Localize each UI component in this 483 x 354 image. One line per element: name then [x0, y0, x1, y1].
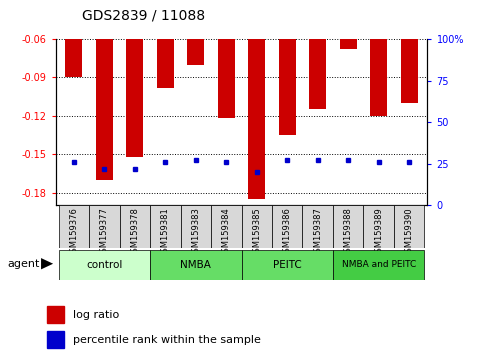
Bar — [89, 205, 120, 248]
Bar — [47, 331, 64, 348]
Text: GSM159378: GSM159378 — [130, 207, 139, 258]
Bar — [302, 205, 333, 248]
Text: GSM159390: GSM159390 — [405, 207, 413, 258]
Text: GSM159388: GSM159388 — [344, 207, 353, 258]
Bar — [242, 250, 333, 280]
Text: agent: agent — [7, 259, 40, 269]
Text: GDS2839 / 11088: GDS2839 / 11088 — [82, 9, 205, 23]
Text: log ratio: log ratio — [72, 310, 119, 320]
Polygon shape — [41, 258, 53, 269]
Bar — [279, 0, 296, 135]
Text: GSM159376: GSM159376 — [70, 207, 78, 258]
Bar — [309, 0, 326, 109]
Bar — [66, 0, 82, 77]
Text: PEITC: PEITC — [273, 259, 301, 270]
Bar — [401, 0, 417, 103]
Text: GSM159384: GSM159384 — [222, 207, 231, 258]
Text: GSM159389: GSM159389 — [374, 207, 383, 258]
Bar — [150, 250, 242, 280]
Text: NMBA: NMBA — [180, 259, 211, 270]
Bar — [187, 0, 204, 64]
Text: percentile rank within the sample: percentile rank within the sample — [72, 335, 260, 344]
Bar — [58, 250, 150, 280]
Bar — [181, 205, 211, 248]
Bar — [211, 205, 242, 248]
Text: GSM159377: GSM159377 — [100, 207, 109, 258]
Bar — [96, 0, 113, 180]
Bar — [157, 0, 174, 87]
Bar — [363, 205, 394, 248]
Bar — [150, 205, 181, 248]
Text: GSM159385: GSM159385 — [252, 207, 261, 258]
Text: GSM159381: GSM159381 — [161, 207, 170, 258]
Bar — [58, 205, 89, 248]
Bar — [120, 205, 150, 248]
Text: GSM159383: GSM159383 — [191, 207, 200, 258]
Bar — [218, 0, 235, 118]
Text: NMBA and PEITC: NMBA and PEITC — [341, 260, 416, 269]
Bar — [333, 250, 425, 280]
Bar — [248, 0, 265, 199]
Text: control: control — [86, 259, 123, 270]
Bar — [47, 306, 64, 323]
Text: GSM159387: GSM159387 — [313, 207, 322, 258]
Text: GSM159386: GSM159386 — [283, 207, 292, 258]
Bar — [272, 205, 302, 248]
Bar — [242, 205, 272, 248]
Bar — [127, 0, 143, 157]
Bar — [333, 205, 363, 248]
Bar — [394, 205, 425, 248]
Bar — [370, 0, 387, 116]
Bar — [340, 0, 356, 49]
